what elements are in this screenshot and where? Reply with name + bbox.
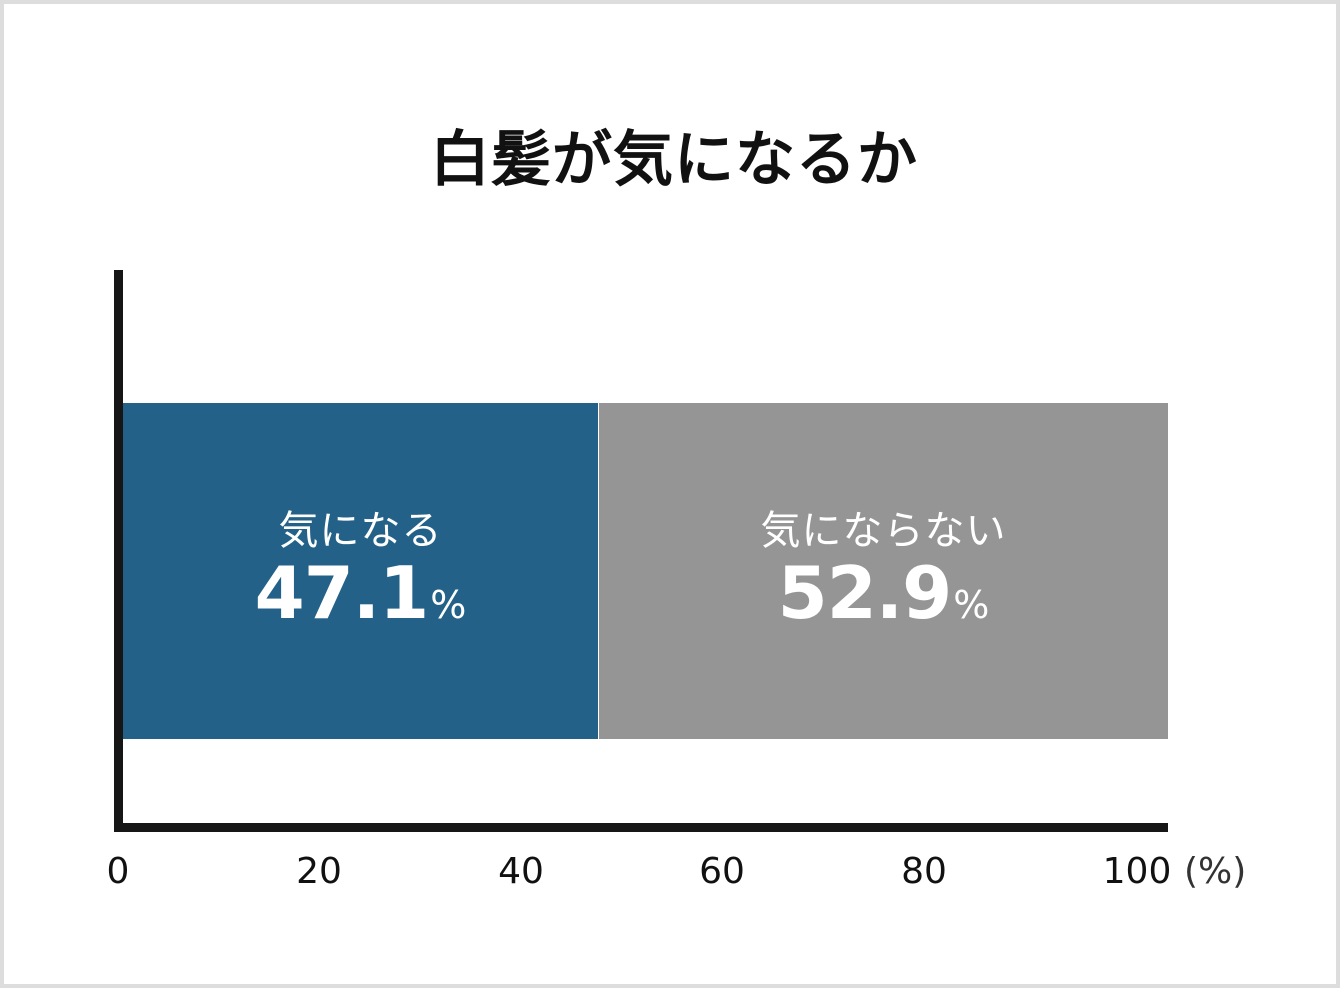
- x-tick-80: 80: [901, 851, 947, 892]
- segment-label: 気になる: [278, 508, 443, 554]
- segment-value-unit: %: [430, 583, 467, 627]
- segment-value: 52.9 %: [778, 553, 990, 645]
- x-axis-line: [114, 823, 1168, 832]
- segment-value-number: 52.9: [777, 551, 953, 635]
- chart-title: 白髪が気になるか: [430, 125, 918, 195]
- segment-value-number: 47.1: [254, 551, 430, 635]
- segment-label: 気にならない: [760, 508, 1007, 554]
- x-tick-20: 20: [296, 851, 342, 892]
- x-tick-40: 40: [498, 851, 544, 892]
- x-axis-unit-label: (%): [1184, 851, 1247, 892]
- bar-segment-kininaranai: 気にならない 52.9 %: [599, 403, 1168, 739]
- segment-value-unit: %: [953, 583, 990, 627]
- x-tick-0: 0: [106, 851, 130, 892]
- bar-segment-kininaru: 気になる 47.1 %: [123, 403, 598, 739]
- y-axis-line: [114, 270, 123, 832]
- x-tick-100: 100: [1102, 851, 1172, 892]
- x-tick-60: 60: [699, 851, 745, 892]
- segment-value: 47.1 %: [255, 553, 467, 645]
